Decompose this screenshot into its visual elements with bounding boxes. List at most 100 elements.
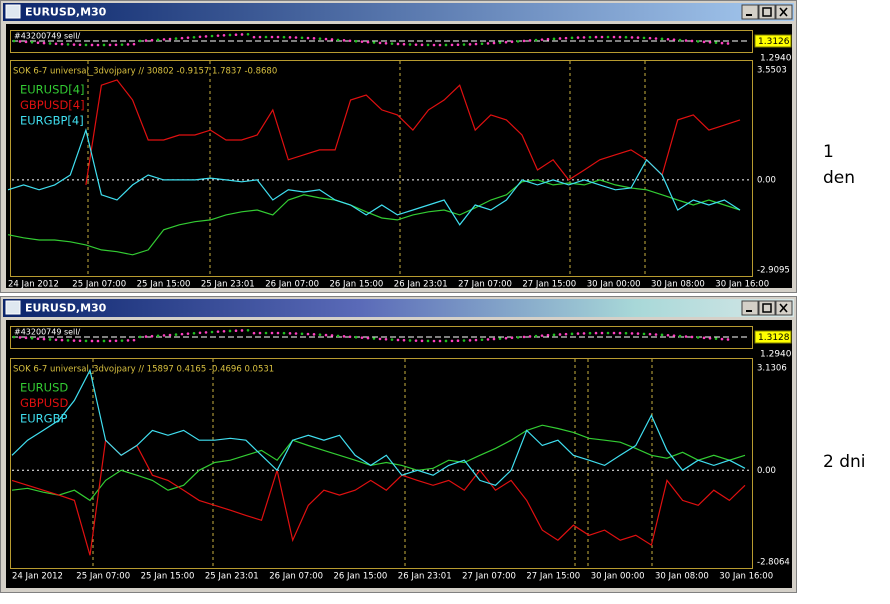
indicator-panel xyxy=(10,358,753,569)
price-dot xyxy=(300,36,304,40)
price-dot xyxy=(330,38,334,41)
price-dot xyxy=(624,331,628,335)
price-dot xyxy=(624,35,628,39)
price-dot xyxy=(372,41,376,44)
price-dot xyxy=(48,42,52,45)
price-dot xyxy=(270,331,274,335)
price-dot xyxy=(462,43,466,46)
price-dot xyxy=(486,42,490,45)
price-dot xyxy=(120,43,124,46)
price-dot xyxy=(84,339,88,343)
price-dot xyxy=(570,332,574,336)
price-dot xyxy=(234,329,238,333)
x-tick-label: 26 Jan 23:01 xyxy=(398,572,452,582)
window-button[interactable] xyxy=(758,4,776,20)
price-dot xyxy=(318,37,322,40)
x-tick-label: 30 Jan 00:00 xyxy=(587,280,641,290)
price-dot xyxy=(72,339,76,342)
price-dot xyxy=(144,335,148,338)
price-dot xyxy=(216,330,220,333)
price-dot xyxy=(642,332,646,336)
window-button[interactable] xyxy=(758,300,776,316)
price-dot xyxy=(540,334,544,337)
x-tick-label: 26 Jan 07:00 xyxy=(269,572,323,582)
price-dot xyxy=(594,35,598,39)
price-dot xyxy=(36,337,40,341)
price-dot xyxy=(708,40,712,44)
price-dot xyxy=(162,334,166,337)
window-button[interactable] xyxy=(741,300,759,316)
side-label: den xyxy=(823,168,855,188)
price-tag xyxy=(754,330,792,344)
price-dot xyxy=(558,333,562,336)
x-tick-label: 26 Jan 15:00 xyxy=(330,280,384,290)
price-dot xyxy=(42,41,46,45)
window-title: EURUSD,M30 xyxy=(25,302,107,315)
price-dot xyxy=(42,337,46,341)
price-dot xyxy=(402,338,406,342)
price-dot xyxy=(366,336,370,340)
price-dot xyxy=(102,339,106,343)
price-dot xyxy=(636,332,640,335)
price-dot xyxy=(90,43,94,47)
price-dot xyxy=(276,331,280,335)
price-dot xyxy=(522,335,526,339)
price-dot xyxy=(438,43,442,47)
price-dot xyxy=(606,35,610,39)
window-button[interactable] xyxy=(741,4,759,20)
price-dot xyxy=(354,335,358,339)
price-dot xyxy=(468,43,472,46)
price-dot xyxy=(450,339,454,343)
series-line xyxy=(85,79,741,185)
price-dot xyxy=(666,333,670,337)
price-dot xyxy=(12,39,16,43)
price-dot xyxy=(180,332,184,336)
x-tick-label: 27 Jan 15:00 xyxy=(526,572,580,582)
price-dot xyxy=(324,37,328,41)
price-dot xyxy=(198,35,202,39)
price-dot xyxy=(642,36,646,40)
y-tick-label: -2.8064 xyxy=(757,558,790,568)
price-dot xyxy=(30,337,34,340)
price-dot xyxy=(114,339,118,343)
price-dot xyxy=(384,41,388,45)
price-dot xyxy=(666,37,670,41)
price-dot xyxy=(240,329,244,332)
price-dot xyxy=(318,333,322,336)
price-dot xyxy=(66,43,70,46)
price-dot xyxy=(36,41,40,45)
price-dot xyxy=(696,40,700,43)
price-dot xyxy=(306,332,310,336)
side-label: 1 xyxy=(823,142,834,162)
price-dot xyxy=(120,339,124,342)
price-dot xyxy=(516,336,520,339)
price-dot xyxy=(582,36,586,39)
series-line xyxy=(11,424,746,502)
price-dot xyxy=(180,36,184,40)
price-dot xyxy=(648,36,652,40)
price-dot xyxy=(396,338,400,342)
price-dot xyxy=(600,331,604,335)
price-dot xyxy=(294,36,298,39)
price-dot xyxy=(420,43,424,47)
price-dot xyxy=(612,35,616,39)
price-dot xyxy=(684,335,688,338)
price-dot xyxy=(282,35,286,39)
price-dot xyxy=(150,334,154,338)
price-dot xyxy=(618,35,622,39)
window: EURUSD,M30 #43200749 sell/1.3126 1.2940 SOK… xyxy=(0,0,797,293)
price-dot xyxy=(444,43,448,47)
price-dot xyxy=(702,336,706,340)
price-dot xyxy=(576,332,580,335)
price-dot xyxy=(30,41,34,44)
price-dot xyxy=(414,339,418,342)
price-dot xyxy=(594,331,598,335)
x-tick-label: 24 Jan 2012 xyxy=(8,280,59,290)
window: EURUSD,M30 #43200749 sell/1.3128 1.2940 SOK… xyxy=(0,296,797,593)
price-dot xyxy=(342,335,346,338)
x-tick-label: 27 Jan 07:00 xyxy=(462,572,516,582)
price-dot xyxy=(108,339,112,343)
price-dot xyxy=(204,331,208,334)
price-dot xyxy=(588,331,592,335)
